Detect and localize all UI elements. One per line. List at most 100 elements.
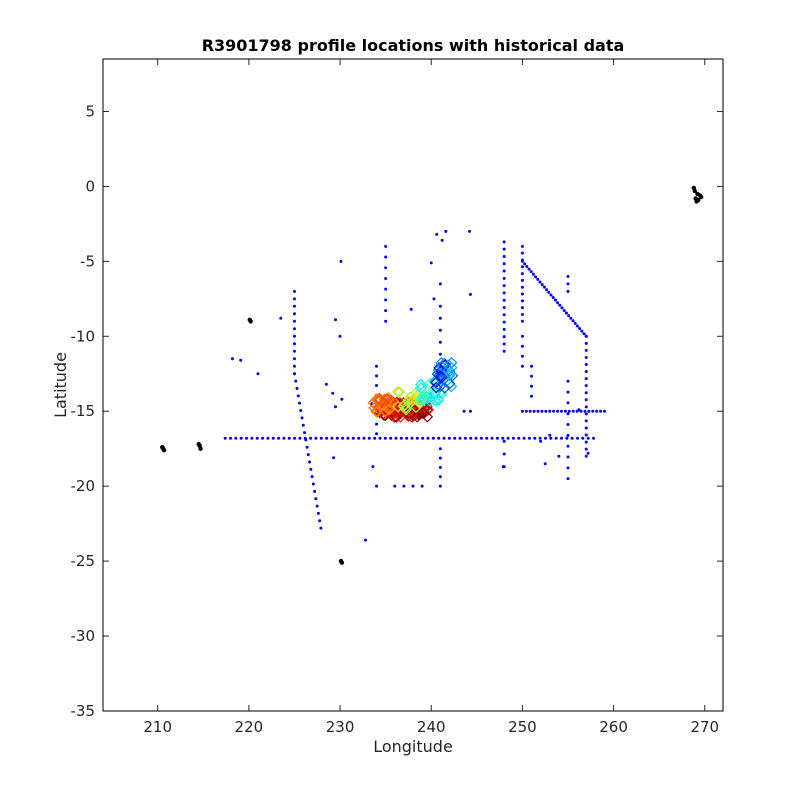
historical-point: [529, 270, 533, 274]
historical-point: [502, 349, 506, 353]
historical-point: [560, 306, 564, 310]
historical-point: [522, 436, 526, 440]
historical-point: [586, 451, 590, 455]
historical-point: [292, 289, 296, 293]
historical-point: [245, 436, 249, 440]
historical-point: [571, 319, 575, 323]
historical-point: [293, 436, 297, 440]
profile-marker: [430, 381, 443, 394]
historical-point: [304, 438, 308, 442]
historical-point: [531, 272, 535, 276]
profile-marker: [444, 367, 456, 380]
historical-point: [399, 436, 403, 440]
historical-point: [357, 436, 361, 440]
profile-marker: [436, 360, 449, 373]
historical-point: [570, 436, 574, 440]
profile-marker: [379, 405, 392, 417]
historical-point: [584, 370, 588, 374]
historical-point: [438, 304, 442, 308]
historical-point: [592, 436, 596, 440]
historical-point: [230, 357, 234, 361]
profile-marker: [400, 403, 412, 416]
profile-marker: [445, 356, 458, 369]
historical-point: [540, 409, 544, 413]
historical-point: [584, 412, 588, 416]
historical-point: [584, 398, 588, 402]
historical-point: [542, 285, 546, 289]
historical-point: [549, 293, 553, 297]
historical-point: [409, 307, 413, 311]
historical-point: [411, 484, 415, 488]
historical-point: [566, 289, 570, 293]
historical-point: [438, 316, 442, 320]
historical-point: [586, 436, 590, 440]
historical-point: [468, 292, 472, 296]
historical-point: [351, 436, 355, 440]
historical-point: [584, 433, 588, 437]
historical-point: [429, 261, 433, 265]
profile-marker: [438, 382, 451, 394]
profile-marker: [399, 399, 411, 411]
historical-point: [421, 436, 425, 440]
historical-point: [566, 390, 570, 394]
y-tick-label: 5: [85, 102, 95, 120]
historical-point: [447, 436, 451, 440]
historical-point: [502, 320, 506, 324]
historical-point: [438, 465, 442, 469]
historical-point: [525, 265, 529, 269]
historical-point: [375, 484, 379, 488]
historical-point: [543, 462, 547, 466]
historical-point: [502, 335, 506, 339]
historical-point: [389, 436, 393, 440]
historical-point: [438, 447, 442, 451]
historical-point: [520, 344, 524, 348]
historical-point: [383, 436, 387, 440]
historical-point: [591, 409, 595, 413]
historical-point: [527, 436, 531, 440]
historical-point: [440, 238, 444, 242]
historical-point: [584, 334, 588, 338]
historical-point: [339, 259, 343, 263]
plot-frame: [102, 58, 724, 712]
historical-point: [566, 423, 570, 427]
historical-point: [584, 419, 588, 423]
historical-point: [567, 409, 571, 413]
historical-point: [584, 363, 588, 367]
historical-point: [527, 267, 531, 271]
profile-marker: [428, 390, 441, 403]
historical-point: [584, 348, 588, 352]
x-tick-label: 260: [599, 718, 628, 736]
historical-point: [375, 432, 379, 436]
historical-point: [384, 266, 388, 270]
y-tick-label: -10: [71, 327, 96, 345]
historical-point: [375, 374, 379, 378]
historical-point: [584, 440, 588, 444]
historical-point: [298, 436, 302, 440]
historical-point: [520, 364, 524, 368]
historical-point: [420, 484, 424, 488]
historical-point: [566, 466, 570, 470]
historical-point: [538, 280, 542, 284]
historical-point: [375, 422, 379, 426]
historical-point: [520, 312, 524, 316]
historical-point: [292, 312, 296, 316]
historical-point: [554, 436, 558, 440]
historical-point: [562, 308, 566, 312]
historical-point: [544, 409, 548, 413]
historical-point: [502, 240, 506, 244]
historical-point: [373, 436, 377, 440]
historical-point: [602, 409, 606, 413]
x-axis-label: Longitude: [373, 737, 453, 756]
historical-point: [316, 511, 320, 515]
historical-point: [502, 342, 506, 346]
historical-point: [530, 374, 534, 378]
historical-point: [520, 278, 524, 282]
historical-point: [502, 439, 506, 443]
historical-point: [463, 436, 467, 440]
historical-point: [410, 436, 414, 440]
historical-point: [292, 327, 296, 331]
historical-point: [324, 382, 328, 386]
historical-point: [393, 484, 397, 488]
historical-point: [438, 484, 442, 488]
historical-point: [299, 409, 303, 413]
